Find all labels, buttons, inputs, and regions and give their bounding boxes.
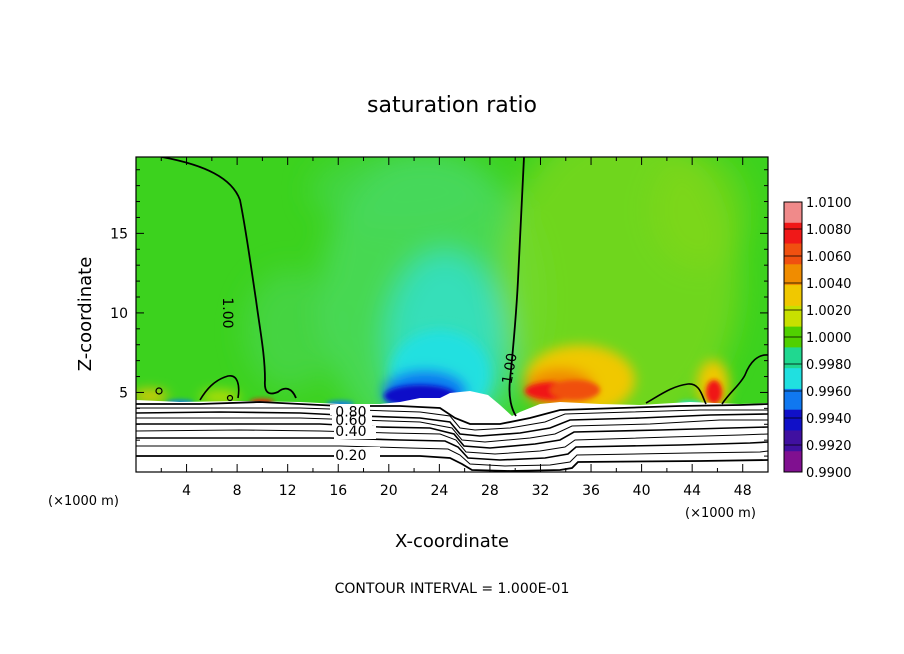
colorbar-swatch	[784, 430, 802, 452]
y-tick-label: 15	[110, 226, 128, 242]
x-tick-label: 36	[582, 483, 600, 499]
x-tick-label: 20	[380, 483, 398, 499]
yellow-green-plume-far-right	[650, 157, 750, 270]
x-axis-label: X-coordinate	[395, 531, 509, 552]
plot-field	[136, 157, 768, 472]
terrain-white-region	[136, 391, 768, 472]
colorbar-level-label: 1.0060	[806, 250, 852, 265]
colorbar-level-label: 1.0080	[806, 223, 852, 238]
contour-label: 0.80	[335, 404, 366, 420]
terrain-contour-3	[136, 411, 768, 437]
colorbar-level-label: 1.0020	[806, 304, 852, 319]
terrain-contour-8	[136, 445, 768, 467]
colorbar-swatch	[784, 243, 802, 265]
colorbar-level-label: 1.0100	[806, 196, 852, 211]
contour-label: 1.00	[500, 352, 521, 385]
contour-label-bg-4	[334, 447, 380, 461]
colorbar-swatch	[784, 388, 802, 411]
contour-small-loop	[155, 387, 163, 395]
colorbar-swatch	[784, 347, 802, 369]
terrain-contour-4	[136, 417, 768, 443]
yellow-left-edge	[136, 390, 168, 402]
colorbar-swatch	[784, 285, 802, 307]
x-tick-label: 4	[182, 483, 191, 499]
colorbar-level-label: 0.9920	[806, 439, 852, 454]
x-tick-label: 16	[329, 483, 347, 499]
x-tick-label: 40	[633, 483, 651, 499]
terrain-contour-2	[136, 407, 768, 431]
contour-small-loop-2	[226, 394, 234, 402]
colorbar-swatch	[784, 264, 802, 286]
colorbar: 1.0100 1.0080 1.0060 1.0040 1.0020 1.0000 0.99…	[783, 196, 852, 481]
colorbar-level-label: 0.9940	[806, 412, 852, 427]
light-green-left-low	[245, 270, 335, 390]
contour-1.00-left	[161, 157, 297, 399]
terrain-contour-1	[136, 401, 768, 425]
y-axis-label: Z-coordinate	[75, 257, 96, 372]
contour-1.00-right-lobes	[645, 354, 768, 405]
orange-core-right	[550, 380, 600, 400]
y-tick-label: 10	[110, 306, 128, 322]
light-green-upper-center	[310, 157, 490, 230]
colorbar-level-label: 0.9960	[806, 385, 852, 400]
terrain-contour-6	[136, 429, 768, 455]
colorbar-swatch	[784, 409, 802, 431]
colorbar-level-label: 0.9980	[806, 358, 852, 373]
x-tick-label: 32	[532, 483, 550, 499]
contour-label-bg-1	[330, 405, 370, 415]
colorbar-level-label: 0.9900	[806, 466, 852, 481]
colorbar-swatch	[784, 368, 802, 390]
contour-labels: 1.00 1.00 0.800.600.40 0.20	[219, 297, 521, 464]
x-unit-right: (×1000 m)	[685, 506, 756, 521]
contour-label-bg-2	[332, 414, 372, 426]
contour-label: 0.20	[335, 448, 366, 464]
contour-label-bg-3	[334, 426, 376, 439]
contour-1.00-center	[508, 157, 525, 417]
x-tick-label: 44	[683, 483, 701, 499]
plot-frame	[135, 156, 769, 473]
colorbar-swatch	[784, 202, 802, 224]
x-axis: 4 8 12 16 20 24 28 32 36 40 44 48	[160, 157, 752, 499]
contour-label: 0.40	[335, 424, 366, 440]
contour-interval-text: CONTOUR INTERVAL = 1.000E-01	[335, 581, 570, 597]
y-axis: 5 10 15	[110, 169, 768, 457]
x-tick-label: 28	[481, 483, 499, 499]
y-tick-label: 5	[119, 385, 128, 401]
x-tick-label: 48	[734, 483, 752, 499]
x-unit-left: (×1000 m)	[48, 494, 119, 509]
x-tick-label: 12	[279, 483, 297, 499]
colorbar-level-label: 1.0000	[806, 331, 852, 346]
x-tick-label: 8	[233, 483, 242, 499]
contour-label: 1.00	[219, 297, 235, 328]
colorbar-swatch	[784, 305, 802, 328]
x-tick-label: 24	[430, 483, 448, 499]
colorbar-level-label: 1.0040	[806, 277, 852, 292]
contour-label: 0.60	[335, 413, 366, 429]
colorbar-swatch	[784, 222, 802, 245]
colorbar-swatch	[784, 451, 802, 473]
red-core-far-right	[706, 380, 722, 404]
contour-1.00-left-lobes	[199, 375, 240, 401]
chart-title: saturation ratio	[367, 93, 537, 118]
terrain-contour-5	[136, 423, 768, 449]
